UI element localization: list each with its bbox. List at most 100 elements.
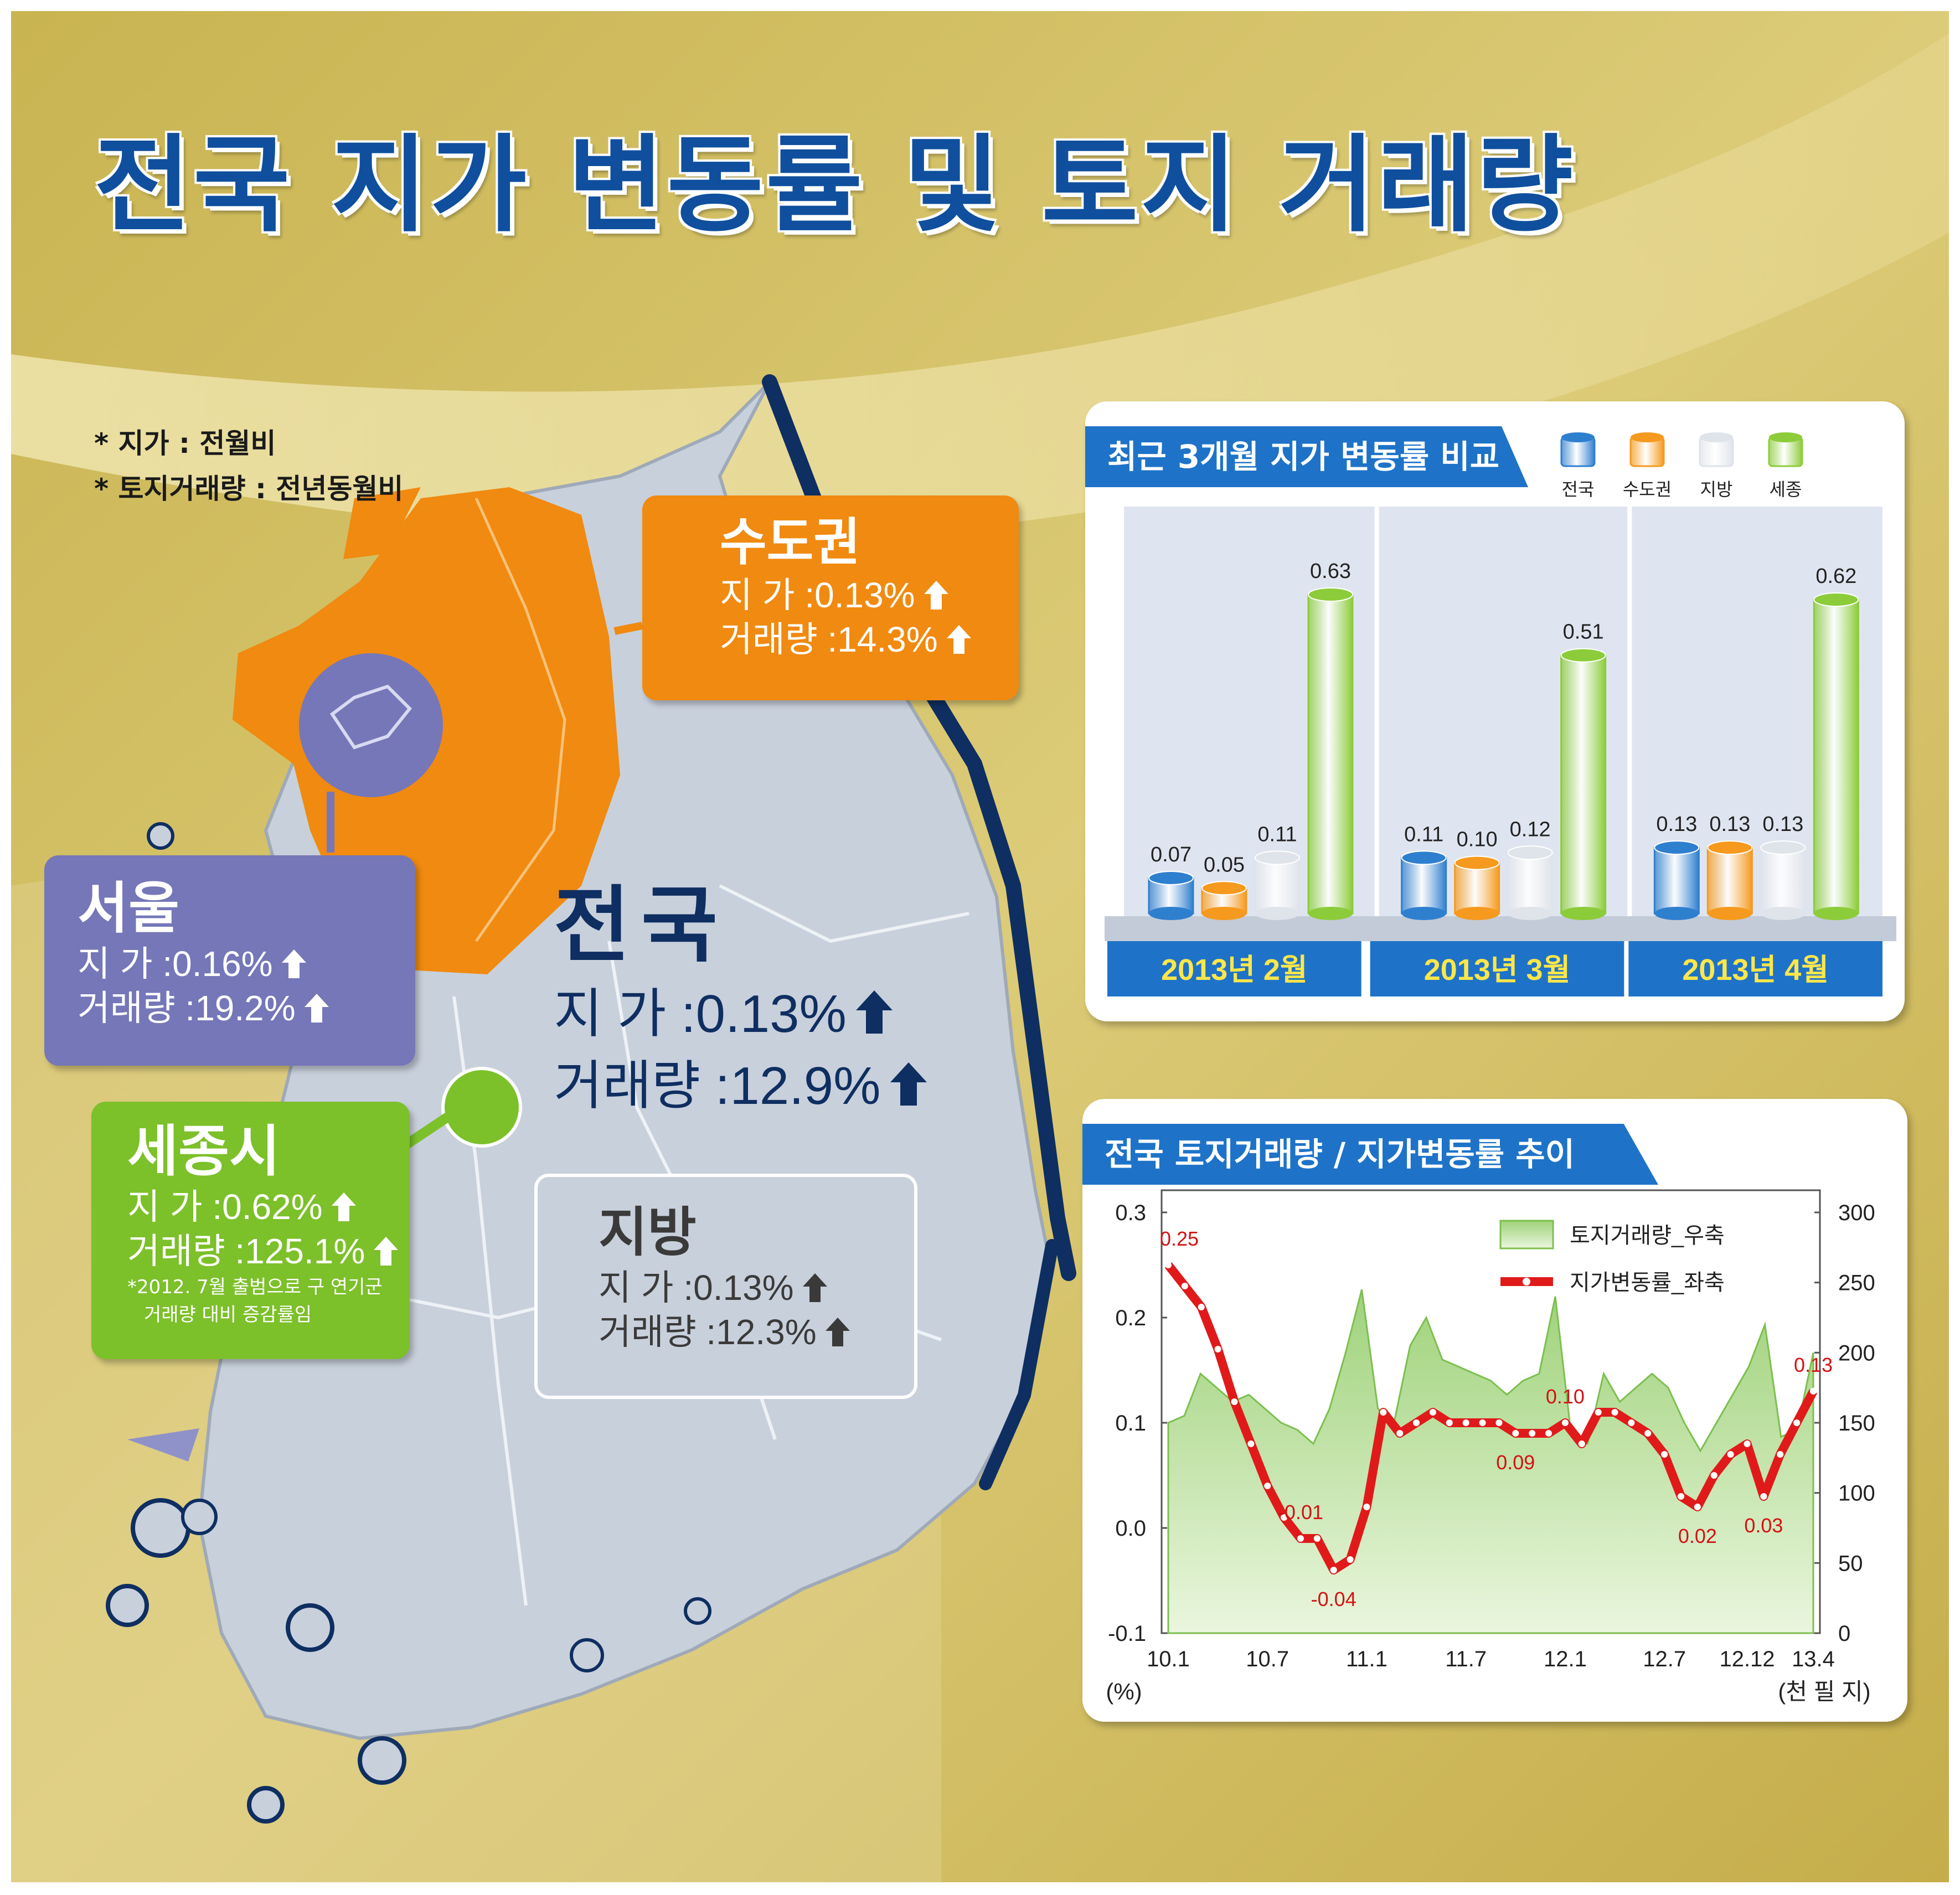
land-price-point xyxy=(1512,1430,1519,1437)
legend-swatch-cap xyxy=(1631,432,1664,442)
land-price-point xyxy=(1363,1504,1370,1510)
sejong-footnote-2: 거래량 대비 증감률임 xyxy=(144,1304,312,1326)
left-axis-tick: 0.3 xyxy=(1115,1201,1146,1225)
capital-land: 지 가 :0.13% xyxy=(720,573,1019,617)
legend-swatch-cap xyxy=(1561,432,1595,442)
bar-value-label: 0.07 xyxy=(1151,843,1192,866)
left-axis-unit: (%) xyxy=(1106,1679,1142,1705)
bar-value-label: 0.11 xyxy=(1257,823,1297,846)
category-label: 2013년 4월 xyxy=(1682,953,1829,987)
land-price-point xyxy=(1181,1283,1188,1289)
x-axis-tick: 10.7 xyxy=(1246,1647,1289,1671)
category-label: 2013년 3월 xyxy=(1424,953,1571,987)
capital-box: 수도권 지 가 :0.13% 거래량 :14.3% xyxy=(642,495,1019,700)
land-price-point xyxy=(1413,1419,1420,1426)
category-banner xyxy=(1370,941,1624,996)
land-price-point xyxy=(1545,1430,1552,1437)
local-box: 지방 지 가 :0.13% 거래량 :12.3% xyxy=(534,1174,917,1399)
bar-value-label: 0.13 xyxy=(1762,813,1803,836)
bar-cap xyxy=(1560,648,1606,663)
land-price-point xyxy=(1247,1440,1255,1447)
up-arrow-icon xyxy=(855,990,893,1034)
land-price-point xyxy=(1793,1419,1801,1426)
x-axis-tick: 12.12 xyxy=(1719,1647,1775,1671)
bar-cap xyxy=(1401,850,1447,865)
bar-cap xyxy=(1255,850,1300,865)
land-price-point xyxy=(1281,1514,1288,1521)
sejong-land: 지 가 :0.62% xyxy=(127,1185,410,1229)
land-price-point xyxy=(1429,1409,1436,1416)
bar xyxy=(1454,862,1500,915)
up-arrow-icon xyxy=(331,1192,356,1221)
up-arrow-icon xyxy=(374,1237,399,1266)
land-price-point xyxy=(1744,1440,1751,1447)
notes: * 지가 : 전월비 * 토지거래량 : 전년동월비 xyxy=(94,421,403,512)
category-label: 2013년 2월 xyxy=(1161,953,1308,987)
bar-cap xyxy=(1654,840,1700,855)
legend-label-line: 지가변동률_좌축 xyxy=(1570,1271,1725,1295)
local-land: 지 가 :0.13% xyxy=(599,1266,914,1310)
bar-chart-title: 최근 3개월 지가 변동률 비교 xyxy=(1085,426,1528,487)
bar xyxy=(1813,598,1859,915)
land-price-point xyxy=(1611,1409,1618,1416)
bar-cap xyxy=(1760,840,1806,855)
up-arrow-icon xyxy=(281,949,306,978)
sejong-footnote-1: *2012. 7월 출범으로 구 연기군 xyxy=(127,1276,383,1298)
up-arrow-icon xyxy=(946,625,971,654)
sejong-box: 세종시 지 가 :0.62% 거래량 :125.1% *2012. 7월 출범으… xyxy=(91,1102,410,1359)
sejong-trade: 거래량 :125.1% xyxy=(127,1229,410,1273)
capital-name: 수도권 xyxy=(720,513,860,572)
bar-base xyxy=(1708,907,1752,920)
land-price-point xyxy=(1578,1440,1585,1447)
left-axis-tick: 0.2 xyxy=(1115,1306,1146,1330)
bar-base xyxy=(1255,907,1299,920)
bar-value-label: 0.11 xyxy=(1404,823,1443,846)
bar-cap xyxy=(1813,592,1859,607)
x-axis-tick: 10.1 xyxy=(1147,1647,1190,1671)
bar-chart: 2013년 2월 2013년 3월 2013년 4월 0.07 0.05 0.11 0.63… xyxy=(1105,432,1896,996)
line-data-label: -0.04 xyxy=(1311,1588,1356,1610)
land-price-point xyxy=(1810,1388,1817,1395)
bar-chart-panel: 최근 3개월 지가 변동률 비교 2013년 2월 2013년 3월 2013년 4… xyxy=(1085,401,1905,1021)
land-price-point xyxy=(1165,1262,1172,1268)
seoul-box: 서울 지 가 :0.16% 거래량 :19.2% xyxy=(44,855,415,1066)
land-price-point xyxy=(1297,1535,1304,1542)
bar-value-label: 0.05 xyxy=(1204,853,1245,876)
legend-swatch-cap xyxy=(1700,432,1733,442)
right-axis-tick: 0 xyxy=(1838,1622,1850,1646)
land-price-point xyxy=(1628,1419,1635,1426)
note-trade-volume: * 토지거래량 : 전년동월비 xyxy=(94,473,404,505)
x-axis-tick: 11.1 xyxy=(1346,1647,1388,1671)
bar-cap xyxy=(1148,871,1194,885)
bar-floor xyxy=(1105,916,1896,941)
right-axis-tick: 150 xyxy=(1838,1411,1875,1436)
land-price-point xyxy=(1661,1451,1668,1458)
up-arrow-icon xyxy=(304,994,329,1023)
land-price-point xyxy=(1710,1472,1717,1479)
category-banner xyxy=(1628,941,1882,996)
bar-base xyxy=(1561,907,1606,920)
legend-swatch-point xyxy=(1523,1278,1530,1285)
right-axis-unit: (천 필 지) xyxy=(1778,1679,1870,1705)
legend-swatch-cap xyxy=(1769,432,1802,442)
x-axis-tick: 12.1 xyxy=(1544,1647,1587,1671)
land-price-point xyxy=(1777,1451,1784,1458)
local-trade: 거래량 :12.3% xyxy=(599,1310,914,1354)
line-data-label: 0.25 xyxy=(1160,1227,1199,1250)
bar xyxy=(1653,846,1700,915)
land-price-point xyxy=(1678,1493,1685,1500)
bar xyxy=(1706,846,1753,915)
line-data-label: -0.01 xyxy=(1278,1501,1323,1524)
national-name: 전국 xyxy=(554,879,729,972)
bar-cap xyxy=(1707,840,1753,855)
legend-label: 수도권 xyxy=(1623,479,1672,499)
land-price-line xyxy=(1164,1262,1818,1574)
right-axis-tick: 300 xyxy=(1838,1201,1875,1225)
land-price-point xyxy=(1529,1430,1536,1437)
up-arrow-icon xyxy=(802,1273,827,1302)
bar-base xyxy=(1454,907,1499,920)
seoul-name: 서울 xyxy=(78,876,179,941)
land-price-point xyxy=(1561,1419,1569,1426)
land-price-point xyxy=(1760,1493,1767,1500)
x-axis-tick: 13.4 xyxy=(1792,1647,1835,1671)
